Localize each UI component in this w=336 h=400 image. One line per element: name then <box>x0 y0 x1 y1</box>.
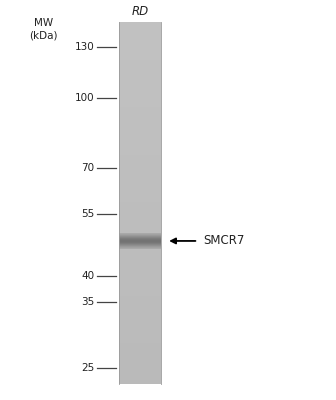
Text: 100: 100 <box>75 93 94 103</box>
Text: 130: 130 <box>74 42 94 52</box>
Text: MW
(kDa): MW (kDa) <box>30 18 58 40</box>
Text: 35: 35 <box>81 297 94 307</box>
Text: 25: 25 <box>81 363 94 373</box>
Text: RD: RD <box>132 5 149 18</box>
Text: 40: 40 <box>81 271 94 281</box>
Text: 70: 70 <box>81 162 94 172</box>
Text: 55: 55 <box>81 210 94 220</box>
Text: SMCR7: SMCR7 <box>203 234 245 248</box>
